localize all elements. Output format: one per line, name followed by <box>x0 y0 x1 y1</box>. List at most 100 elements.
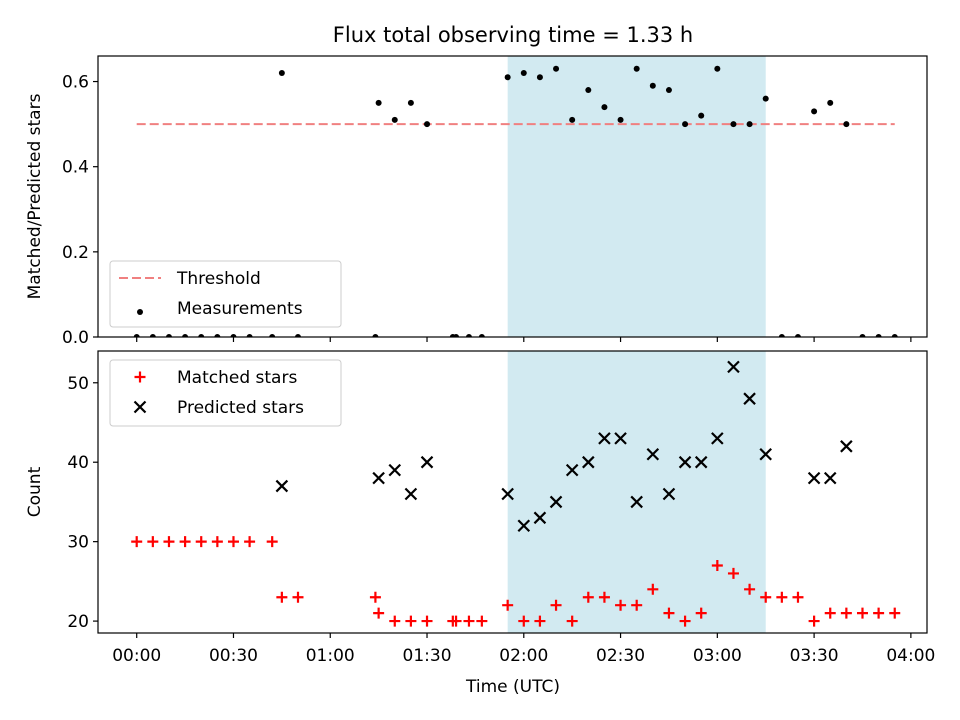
measurements-point-18 <box>465 334 472 337</box>
matched-stars-point-22 <box>534 615 546 627</box>
predicted-stars-point-19 <box>727 360 740 374</box>
measurements-point-37 <box>778 334 785 337</box>
measurements-point-26 <box>601 104 608 111</box>
measurements-point-32 <box>698 112 705 119</box>
y-tick-label-top-0: 0.0 <box>62 328 89 348</box>
y-tick-label-bottom-1: 30 <box>67 533 89 553</box>
measurements-point-11 <box>372 334 379 337</box>
predicted-stars-point-23 <box>823 471 837 485</box>
matched-stars-point-31 <box>679 615 691 627</box>
axes-frame-top <box>97 55 928 338</box>
legend-label-threshold: Threshold <box>176 269 261 289</box>
predicted-stars-point-7 <box>533 511 547 525</box>
measurements-point-34 <box>730 121 737 128</box>
bottom-panel: 20 30 40 50 00:00 00:30 01:00 01:30 02:00 02:30 03… <box>25 350 935 666</box>
matched-stars-point-6 <box>227 536 239 548</box>
matched-stars-point-14 <box>405 615 417 627</box>
x-tick-label-8: 04:00 <box>886 646 935 666</box>
measurements-point-1 <box>149 334 156 337</box>
matched-stars-point-28 <box>631 599 643 611</box>
x-tick-label-1: 00:30 <box>209 646 258 666</box>
measurements-point-30 <box>665 87 672 94</box>
legend-marker-predicted-stars <box>133 400 147 414</box>
measurements-point-0 <box>133 334 140 337</box>
shaded-region-top <box>507 56 766 337</box>
predicted-stars-point-22 <box>807 471 821 485</box>
matched-stars-point-29 <box>647 583 659 595</box>
predicted-stars-point-16 <box>678 455 692 469</box>
matched-stars-point-27 <box>615 599 627 611</box>
matched-stars-point-43 <box>873 607 885 619</box>
matched-stars-point-19 <box>476 615 488 627</box>
measurements-point-24 <box>569 116 576 123</box>
matched-stars-point-24 <box>566 615 578 627</box>
legend-box-bottom <box>109 359 342 427</box>
predicted-stars-point-3 <box>404 487 418 501</box>
x-tick-label-3: 01:30 <box>403 646 452 666</box>
y-axis-label-bottom: Count <box>25 466 45 517</box>
x-tick-label-2: 01:00 <box>306 646 355 666</box>
predicted-stars-point-1 <box>372 471 385 485</box>
matched-stars-point-13 <box>389 615 401 627</box>
predicted-stars-point-12 <box>614 432 627 445</box>
y-tick-label-top-1: 0.2 <box>62 243 89 263</box>
matched-stars-point-26 <box>598 591 610 603</box>
y-tick-label-top-3: 0.6 <box>62 73 89 93</box>
measurements-point-38 <box>794 334 801 337</box>
measurements-point-41 <box>843 121 850 128</box>
predicted-stars-point-2 <box>388 463 402 477</box>
matched-stars-point-7 <box>244 536 256 548</box>
measurements-point-43 <box>875 334 882 337</box>
matched-stars-point-33 <box>711 559 723 571</box>
matched-stars-point-3 <box>179 536 191 548</box>
predicted-stars-point-10 <box>582 455 595 469</box>
legend-bottom: Matched stars Predicted stars <box>109 359 342 427</box>
legend-top: Threshold Measurements <box>109 260 342 328</box>
measurements-point-3 <box>182 334 189 337</box>
matched-stars-point-44 <box>889 607 901 619</box>
plot-area-bottom <box>131 360 901 627</box>
predicted-stars-point-9 <box>565 463 579 477</box>
measurements-point-36 <box>762 95 769 102</box>
matched-stars-point-2 <box>163 536 175 548</box>
predicted-stars-point-17 <box>694 455 708 469</box>
matched-stars-point-40 <box>824 607 836 619</box>
matched-stars-point-0 <box>131 536 143 548</box>
matched-stars-point-21 <box>518 615 530 627</box>
measurements-point-22 <box>536 74 543 81</box>
measurements-point-29 <box>649 82 656 89</box>
predicted-stars-point-6 <box>517 519 531 533</box>
measurements-point-6 <box>230 334 237 337</box>
matched-stars-point-18 <box>463 615 475 627</box>
matched-stars-point-37 <box>776 591 788 603</box>
matched-stars-point-42 <box>856 607 868 619</box>
matched-stars-point-23 <box>550 599 562 611</box>
measurements-point-7 <box>246 334 253 337</box>
measurements-point-40 <box>827 99 834 106</box>
measurements-point-5 <box>214 334 221 337</box>
matched-stars-point-8 <box>266 536 278 548</box>
measurements-point-23 <box>553 65 560 72</box>
predicted-stars-point-15 <box>662 487 676 501</box>
predicted-stars-point-4 <box>420 455 434 469</box>
measurements-point-21 <box>520 70 527 77</box>
plot-area-top <box>133 65 898 337</box>
matched-stars-point-32 <box>695 607 707 619</box>
measurements-point-4 <box>198 334 205 337</box>
matched-stars-point-17 <box>450 615 462 627</box>
predicted-stars-point-5 <box>501 487 514 501</box>
predicted-stars-point-14 <box>646 447 660 461</box>
measurements-point-15 <box>424 121 431 128</box>
y-tick-label-top-2: 0.4 <box>62 158 89 178</box>
measurements-point-14 <box>407 99 414 106</box>
legend-marker-matched-stars <box>134 371 146 383</box>
y-tick-label-bottom-2: 40 <box>67 453 89 473</box>
measurements-point-25 <box>585 87 592 94</box>
matched-stars-point-30 <box>663 607 675 619</box>
x-tick-label-4: 02:00 <box>499 646 548 666</box>
legend-label-measurements: Measurements <box>177 299 303 319</box>
predicted-stars-point-20 <box>743 392 756 405</box>
legend-label-predicted-stars: Predicted stars <box>177 398 304 418</box>
axes-frame-bottom <box>97 350 928 634</box>
predicted-stars-point-21 <box>759 447 772 461</box>
